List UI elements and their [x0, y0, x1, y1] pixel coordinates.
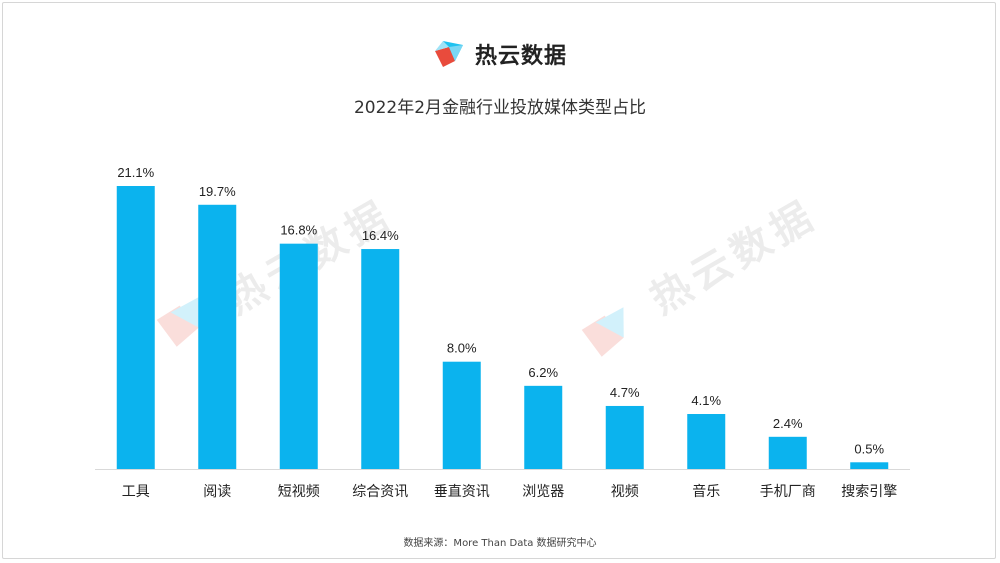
watermark-logo-icon [156, 297, 199, 347]
bar-value-label: 8.0% [447, 341, 477, 356]
bar [605, 405, 644, 469]
bar-value-label: 2.4% [773, 416, 803, 431]
category-label: 短视频 [278, 484, 320, 500]
category-label: 垂直资讯 [434, 483, 490, 500]
category-label: 综合资讯 [352, 484, 408, 500]
category-label: 阅读 [203, 483, 231, 500]
bar-value-label: 16.8% [280, 223, 317, 238]
category-label: 手机厂商 [760, 484, 816, 500]
bar-value-label: 19.7% [199, 184, 236, 199]
bar [279, 243, 318, 469]
source-note: 数据来源：More Than Data 数据研究中心 [403, 538, 597, 549]
bar [768, 436, 807, 469]
category-label: 视频 [611, 484, 639, 500]
category-label: 音乐 [692, 483, 720, 500]
bar [524, 385, 563, 469]
bar-value-label: 6.2% [528, 365, 558, 380]
watermark-logo-icon [581, 307, 624, 357]
category-label: 搜索引擎 [841, 483, 897, 500]
bars-group: 21.1% 工具 19.7% 阅读 16.8% 短视频 16.4% 综合资讯 8.0% 垂直资讯 6… [116, 165, 897, 500]
bar-value-label: 4.1% [691, 393, 721, 408]
category-label: 工具 [122, 484, 150, 500]
brand-name: 热云数据 [474, 44, 567, 69]
reyun-logo-icon [434, 41, 463, 67]
bar-value-label: 16.4% [362, 228, 399, 243]
chart-title: 2022年2月金融行业投放媒体类型占比 [353, 98, 647, 118]
category-label: 浏览器 [522, 484, 564, 500]
bar [850, 462, 889, 469]
bar-value-label: 4.7% [610, 385, 640, 400]
bar-value-label: 21.1% [117, 165, 154, 180]
bar-value-label: 0.5% [854, 441, 884, 456]
bar [116, 186, 155, 469]
bar [442, 361, 481, 469]
brand-header: 热云数据 [0, 38, 1000, 70]
bar [198, 204, 237, 469]
bar [361, 249, 400, 469]
bar [687, 414, 726, 469]
